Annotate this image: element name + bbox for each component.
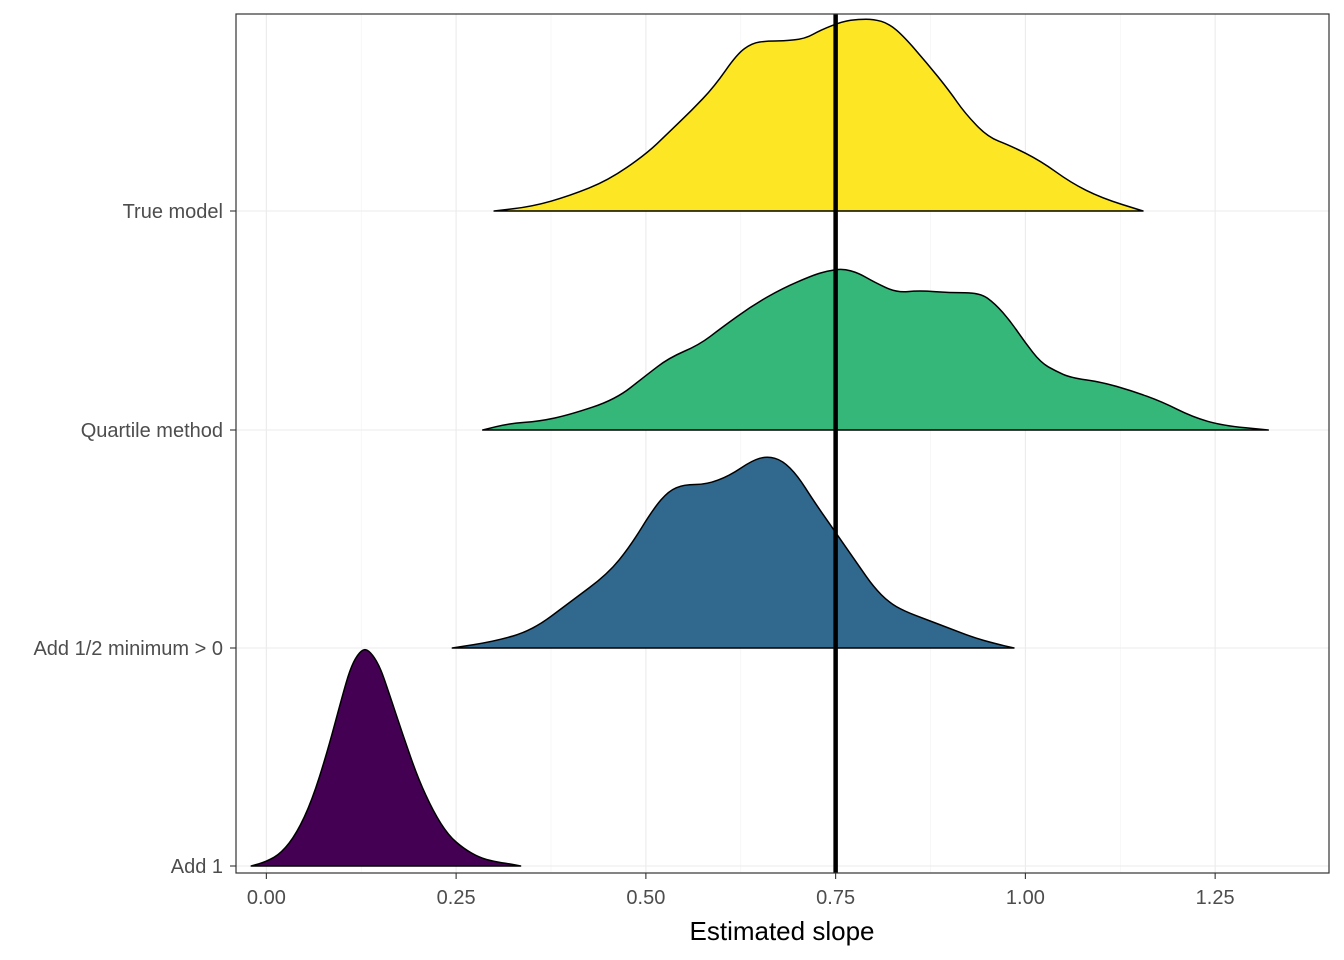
y-tick-label: Quartile method (81, 420, 223, 442)
x-tick-label: 0.00 (247, 887, 286, 909)
x-tick-label: 0.25 (437, 887, 476, 909)
x-tick-label: 0.75 (816, 887, 855, 909)
x-axis-title: Estimated slope (690, 916, 875, 946)
density-ridges (250, 18, 1270, 867)
x-tick-label: 1.00 (1006, 887, 1045, 909)
x-tick-label: 0.50 (626, 887, 665, 909)
x-tick-label: 1.25 (1196, 887, 1235, 909)
y-tick-label: True model (123, 201, 223, 223)
y-tick-label: Add 1/2 minimum > 0 (33, 638, 223, 660)
y-tick-label: Add 1 (171, 856, 223, 878)
density-ridge-true-model (493, 18, 1144, 212)
density-ridge-add-1 (250, 648, 522, 867)
y-axis-ticks: Add 1 Add 1/2 minimum > 0 Quartile method T… (33, 201, 236, 878)
density-ridge-add-1-2-minimum-0 (451, 456, 1015, 649)
x-axis-ticks: 0.00 0.25 0.50 0.75 1.00 1.25 (247, 873, 1235, 909)
plot-border (235, 13, 1330, 874)
density-ridge-quartile-method (481, 268, 1270, 431)
